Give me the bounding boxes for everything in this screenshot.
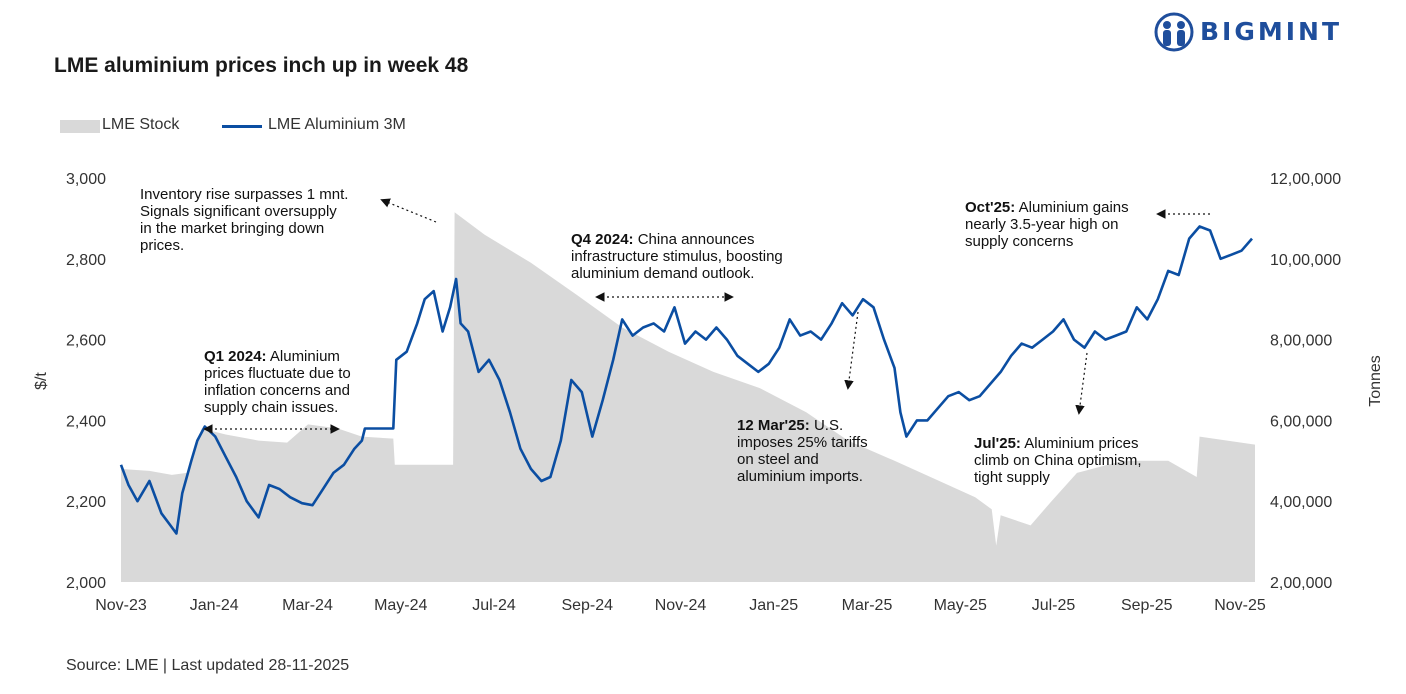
annotation-arrow — [1075, 352, 1088, 415]
source-note: Source: LME | Last updated 28-11-2025 — [66, 657, 350, 674]
y-tick-label: 2,000 — [66, 575, 106, 592]
y-tick-label: 2,600 — [66, 333, 106, 350]
legend-stock-swatch — [60, 120, 100, 133]
brand-logo — [1154, 12, 1194, 52]
x-tick-label: May-25 — [934, 597, 987, 614]
x-tick-label: Jul-25 — [1032, 597, 1076, 614]
y-tick-label: 2,800 — [66, 252, 106, 269]
legend-stock-label: LME Stock — [102, 116, 180, 133]
annotation-arrow — [844, 311, 859, 390]
annotation-arrow — [380, 198, 437, 223]
y-tick-label: 2,200 — [66, 494, 106, 511]
y-tick-label: 3,000 — [66, 171, 106, 188]
annotation-oct25: Oct'25: Aluminium gains nearly 3.5-year h… — [965, 199, 1129, 250]
annotation-q1: Q1 2024: Aluminium prices fluctuate due t… — [204, 348, 351, 416]
y2-tick-label: 2,00,000 — [1270, 575, 1332, 592]
x-tick-label: Jul-24 — [472, 597, 516, 614]
y2-tick-label: 6,00,000 — [1270, 413, 1332, 430]
x-tick-label: Jan-25 — [749, 597, 798, 614]
annotation-q4: Q4 2024: China announces infrastructure s… — [571, 231, 783, 282]
legend-price-swatch — [222, 125, 262, 128]
y2-tick-label: 12,00,000 — [1270, 171, 1341, 188]
x-tick-label: Mar-25 — [842, 597, 893, 614]
stock-area — [121, 212, 1255, 583]
annotation-mar25: 12 Mar'25: U.S. imposes 25% tariffs on ste… — [737, 417, 868, 485]
brand-name: BIGMINT — [1200, 17, 1343, 46]
annotation-inventory: Inventory rise surpasses 1 mnt. Signals s… — [140, 186, 348, 254]
x-tick-label: Nov-25 — [1214, 597, 1266, 614]
y2-tick-label: 8,00,000 — [1270, 333, 1332, 350]
chart-title: LME aluminium prices inch up in week 48 — [54, 54, 469, 77]
y2-tick-label: 10,00,000 — [1270, 252, 1341, 269]
x-tick-label: Jan-24 — [190, 597, 239, 614]
price-line — [119, 225, 1253, 535]
y2-tick-label: 4,00,000 — [1270, 494, 1332, 511]
y2-axis-title: Tonnes — [1367, 355, 1384, 407]
x-tick-label: Mar-24 — [282, 597, 333, 614]
legend-price-label: LME Aluminium 3M — [268, 116, 406, 133]
x-tick-label: May-24 — [374, 597, 427, 614]
x-tick-label: Nov-24 — [655, 597, 707, 614]
y-axis-title: $/t — [33, 372, 50, 390]
annotation-jul25: Jul'25: Aluminium prices climb on China o… — [974, 435, 1142, 486]
x-tick-label: Sep-25 — [1121, 597, 1173, 614]
x-tick-label: Nov-23 — [95, 597, 147, 614]
x-tick-label: Sep-24 — [561, 597, 613, 614]
y-tick-label: 2,400 — [66, 413, 106, 430]
people-circle-icon — [1154, 12, 1194, 52]
